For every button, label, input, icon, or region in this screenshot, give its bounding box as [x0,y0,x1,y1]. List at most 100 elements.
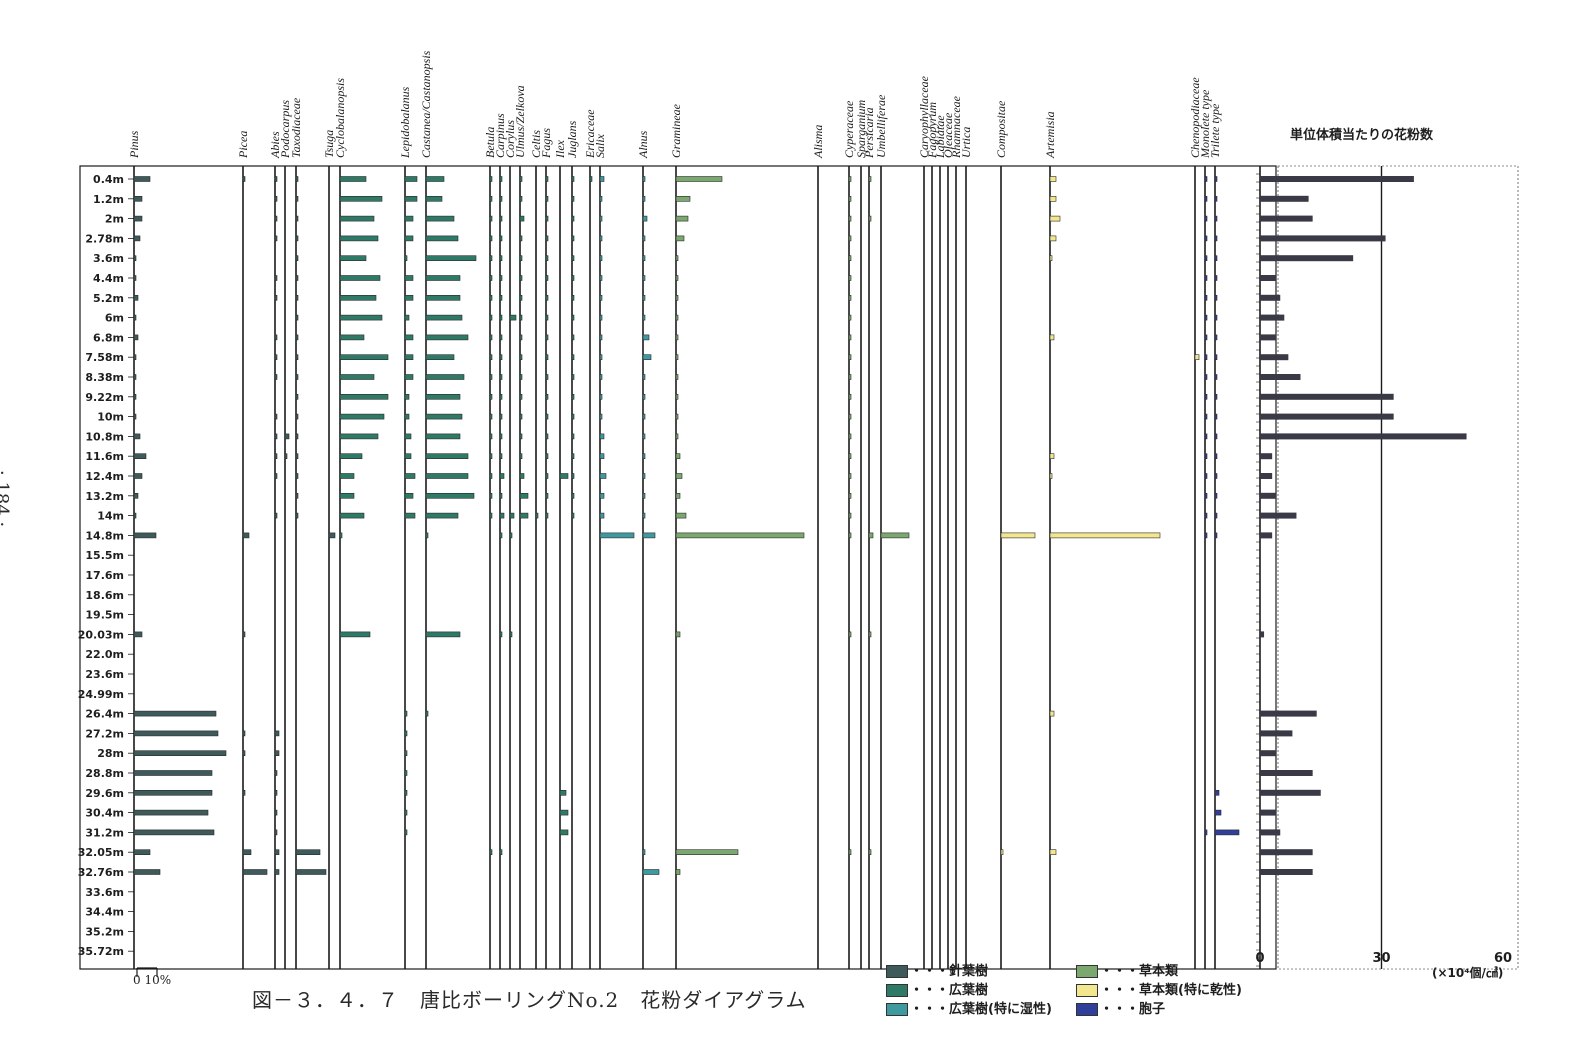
taxon-name: Castanea/Castanopsis [419,50,433,158]
pollen-bar [133,789,213,796]
pollen-bar [404,492,414,499]
pollen-bar [642,869,660,875]
taxon-column: Cyclobalanopsis [333,78,389,969]
legend-swatch [1076,1003,1098,1016]
pollen-bar [404,829,408,836]
taxon-name: Betula [483,127,497,158]
taxon-name: Gramineae [669,103,683,158]
pollen-bar [295,512,299,519]
total-bar [1260,789,1321,796]
pollen-bar [599,413,603,420]
pollen-bar [675,354,679,361]
pollen-bar [545,176,549,182]
taxon-column: Podocarpus [278,100,292,969]
taxon-column: Sparganium [854,99,868,969]
pollen-bar [404,710,408,717]
taxon-column: Abies [268,131,282,969]
total-bar [1260,829,1281,836]
pollen-bar [339,413,385,420]
pollen-bar [1049,176,1057,182]
pollen-bar [425,176,445,182]
pollen-bar [599,433,605,440]
legend-item-herb: ・・・草本類 [1076,962,1276,981]
taxon-column: Ilex [553,139,569,969]
pollen-bar [509,631,513,638]
pollen-bar [1214,275,1218,281]
pollen-bar [559,829,569,836]
pollen-bar [571,235,575,242]
pollen-bar [848,196,852,202]
legend-item-dry-herb: ・・・草本類(特に乾性) [1076,981,1276,1000]
depth-label: 9.22m [85,391,124,404]
pollen-bar [545,235,549,242]
legend-label: ・・・広葉樹(特に湿性) [910,1002,1052,1017]
pollen-bar [274,849,280,856]
pollen-bar [489,433,493,440]
pollen-bar [1204,492,1208,499]
pollen-bar [848,255,852,261]
pollen-bar [1204,374,1208,380]
pollen-bar [242,730,246,737]
legend-label: ・・・草本類 [1100,964,1179,979]
taxon-column: Tsuga [322,130,336,969]
pollen-bar [571,334,575,341]
pollen-bar [599,275,603,281]
pollen-bar [1214,196,1218,202]
taxon-name: Picea [236,131,250,159]
pollen-bar [848,512,852,519]
total-bar [1260,195,1309,202]
taxon-column: Urtica [959,127,973,969]
pollen-bar [1204,314,1208,321]
pollen-bar [675,433,679,440]
pollen-bar [675,275,679,281]
pollen-bar [133,354,137,361]
pollen-bar [1000,849,1004,856]
pollen-bar [489,176,493,182]
taxon-column: Compositae [994,100,1036,969]
depth-label: 28m [97,747,124,760]
pollen-bar [675,314,679,321]
pollen-bar [1214,789,1220,796]
pollen-bar [339,275,381,281]
pollen-bar [599,354,603,361]
pollen-bar [133,492,139,499]
pollen-bar [519,354,523,361]
pollen-bar [571,294,575,301]
pollen-bar [519,235,523,242]
pollen-bar [848,354,852,361]
pollen-bar [425,413,463,420]
pollen-bar [1214,532,1218,539]
pollen-bar [675,374,679,380]
pollen-bar [571,196,575,202]
pollen-bar [295,294,299,301]
taxon-name: Ilex [553,139,567,159]
pollen-bar [133,809,209,816]
pollen-bar [339,255,367,261]
pollen-bar [599,393,603,400]
taxon-column: Salix [593,133,635,969]
pollen-bar [499,393,503,400]
pollen-bar [133,294,139,301]
pollen-bar [675,492,681,499]
pollen-bar [339,393,389,400]
pollen-bar [242,631,246,638]
legend-left: ・・・針葉樹 ・・・広葉樹 ・・・広葉樹(特に湿性) [886,962,1086,1019]
total-bar [1260,710,1317,717]
pollen-bar [404,255,408,261]
depth-label: 2.78m [85,232,124,245]
pollen-bar [489,215,493,222]
pollen-bar [489,196,493,202]
pollen-bar [489,393,493,400]
pollen-bar [425,532,429,539]
pollen-bar [489,453,493,460]
pollen-bar [499,631,503,638]
pollen-bar [295,314,299,321]
depth-label: 13.2m [85,490,124,503]
taxon-column: Celtis [529,130,543,969]
depth-label: 5.2m [93,292,124,305]
taxon-name: Podocarpus [278,100,292,159]
pollen-bar [642,275,646,281]
pollen-bar [339,532,343,539]
pollen-bar [425,473,469,479]
total-bar [1260,631,1265,638]
